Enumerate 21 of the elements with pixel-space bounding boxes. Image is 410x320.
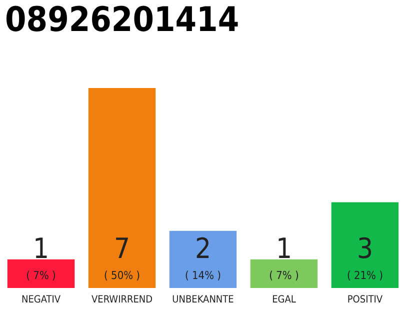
x-tick-label: VERWIRREND [91, 294, 153, 306]
annotation: ( 7% ) [269, 269, 299, 282]
data-label: 3 [356, 232, 373, 265]
data-label: 2 [194, 232, 212, 265]
bar [250, 259, 318, 288]
data-label: 1 [276, 232, 292, 265]
x-tick-label: UNBEKANNTE [172, 294, 234, 306]
data-label: 1 [33, 232, 50, 265]
bar [88, 88, 156, 288]
bar [169, 230, 237, 288]
annotation: ( 14% ) [184, 269, 222, 282]
x-tick-label: POSITIV [347, 294, 384, 306]
data-label: 7 [114, 232, 130, 265]
bar [331, 202, 399, 288]
annotation: ( 21% ) [346, 269, 384, 282]
x-tick-label: NEGATIV [22, 294, 62, 306]
chart-title: 08926201414 [5, 0, 240, 40]
annotation: ( 7% ) [26, 269, 56, 282]
annotation: ( 50% ) [104, 269, 140, 282]
x-tick-label: EGAL [272, 294, 296, 306]
bar [7, 259, 75, 288]
